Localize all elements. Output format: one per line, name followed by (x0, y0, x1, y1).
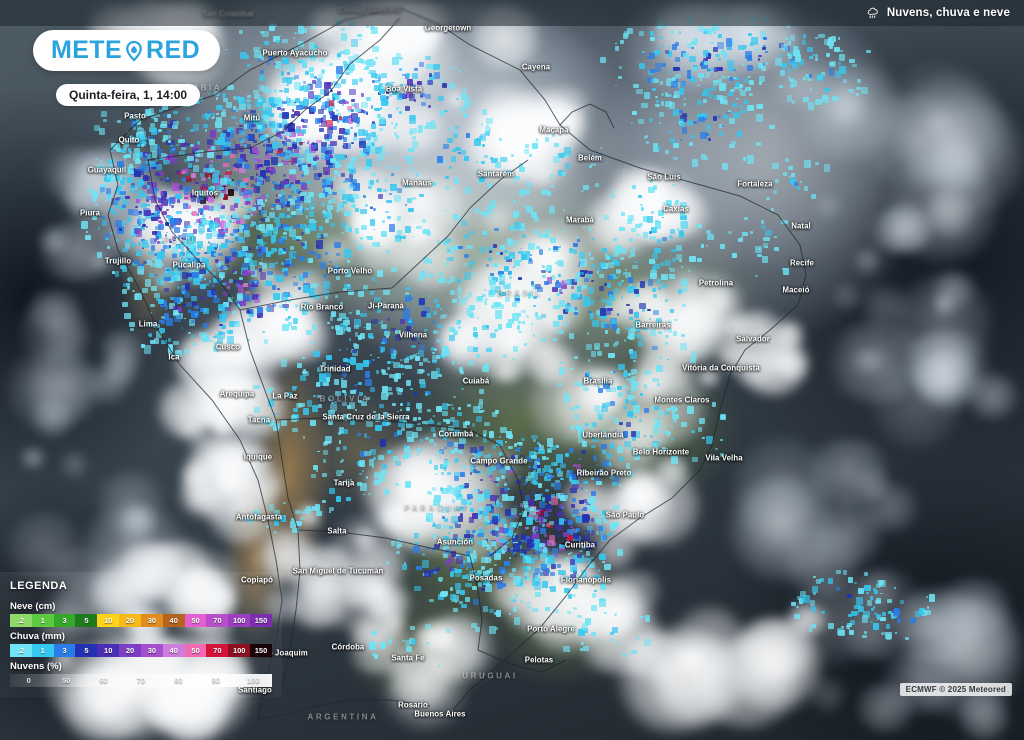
weather-map-app: San CristóbalCiudad GuayanaGeorgetownPue… (0, 0, 1024, 740)
